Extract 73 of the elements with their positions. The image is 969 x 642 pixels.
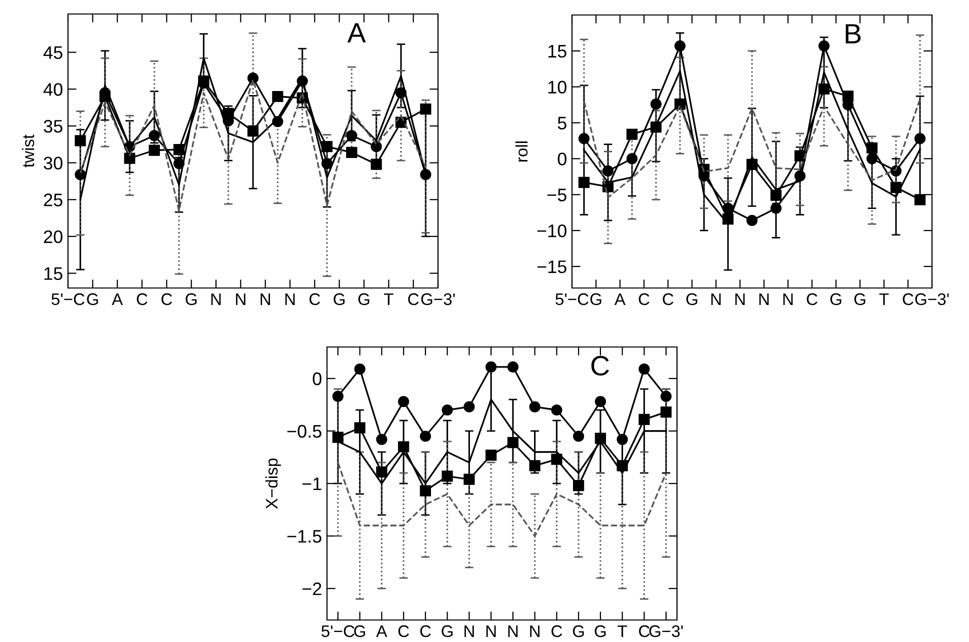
x-tick-label: T xyxy=(879,293,889,305)
x-tick-label: A xyxy=(112,293,123,305)
x-tick-label: C xyxy=(136,293,148,306)
x-tick-label: G xyxy=(87,293,98,306)
y-axis-title: roll xyxy=(515,142,528,162)
x-tick-label: G xyxy=(442,625,453,638)
x-tick-label: N xyxy=(530,625,540,637)
x-tick-label: N xyxy=(236,293,246,305)
x-tick-label: 5'−C xyxy=(321,625,354,638)
y-axis-title: twist xyxy=(22,134,34,168)
annotation: C xyxy=(591,356,609,376)
y-tick-label: 0 xyxy=(558,152,566,166)
x-tick-label: N xyxy=(783,293,793,305)
y-tick-label: −1 xyxy=(302,478,322,490)
y-tick-label: −15 xyxy=(537,260,566,274)
y-tick-label: −5 xyxy=(547,188,566,202)
x-tick-label: G−3' xyxy=(915,293,949,306)
x-tick-label: C xyxy=(552,625,562,638)
x-tick-label: A xyxy=(376,625,388,637)
x-tick-label: G xyxy=(186,293,197,306)
x-tick-label: G xyxy=(334,293,345,306)
x-tick-label: C xyxy=(161,293,172,306)
x-tick-label: C xyxy=(639,625,650,638)
x-tick-label: C xyxy=(309,293,320,306)
x-tick-label: N xyxy=(464,625,474,637)
y-tick-label: 45 xyxy=(43,46,62,60)
x-tick-label: G xyxy=(358,293,370,306)
y-tick-label: 35 xyxy=(44,120,62,133)
annotation: A xyxy=(347,23,366,42)
y-axis-title: X−disp xyxy=(265,458,281,509)
x-tick-label: C xyxy=(806,293,818,306)
x-tick-label: N xyxy=(711,293,721,305)
x-tick-label: 5'−C xyxy=(556,293,588,306)
x-tick-label: C xyxy=(902,293,914,306)
y-tick-label: −0.5 xyxy=(287,424,322,438)
x-tick-label: T xyxy=(618,625,628,637)
x-tick-label: G xyxy=(590,293,602,306)
x-tick-label: N xyxy=(211,293,221,305)
x-tick-label: N xyxy=(260,293,270,305)
x-tick-label: T xyxy=(384,293,394,305)
annotation: B xyxy=(846,24,861,44)
x-tick-label: N xyxy=(759,293,769,305)
y-tick-label: 30 xyxy=(44,156,62,170)
x-tick-label: N xyxy=(508,625,518,637)
x-tick-label: N xyxy=(285,293,295,305)
y-tick-label: 0 xyxy=(312,372,322,386)
x-tick-label: G xyxy=(686,293,698,306)
x-tick-label: G xyxy=(830,293,842,306)
x-tick-label: G xyxy=(854,293,866,306)
x-tick-label: G xyxy=(594,625,606,638)
y-tick-label: 15 xyxy=(44,267,62,280)
y-tick-label: 5 xyxy=(558,116,566,130)
x-tick-label: C xyxy=(408,293,419,306)
y-tick-label: −1.5 xyxy=(287,530,322,543)
x-tick-label: C xyxy=(638,293,650,306)
x-tick-label: G−3' xyxy=(649,625,683,638)
y-tick-label: −2 xyxy=(302,582,322,596)
y-tick-label: 20 xyxy=(44,230,62,244)
x-tick-label: C xyxy=(420,625,431,638)
x-tick-label: 5'−C xyxy=(52,293,84,306)
x-tick-label: A xyxy=(614,293,626,305)
x-tick-label: G xyxy=(572,625,584,638)
y-tick-label: 15 xyxy=(548,45,566,58)
x-tick-label: G−3' xyxy=(421,293,455,306)
x-tick-label: N xyxy=(735,293,745,305)
y-tick-label: 40 xyxy=(43,83,62,96)
y-tick-label: 10 xyxy=(548,80,566,94)
x-tick-label: C xyxy=(662,293,674,306)
x-tick-label: N xyxy=(486,625,496,637)
x-tick-label: G xyxy=(354,625,366,638)
y-tick-label: −10 xyxy=(537,224,566,238)
x-tick-label: C xyxy=(398,625,409,638)
y-tick-label: 25 xyxy=(44,194,62,206)
